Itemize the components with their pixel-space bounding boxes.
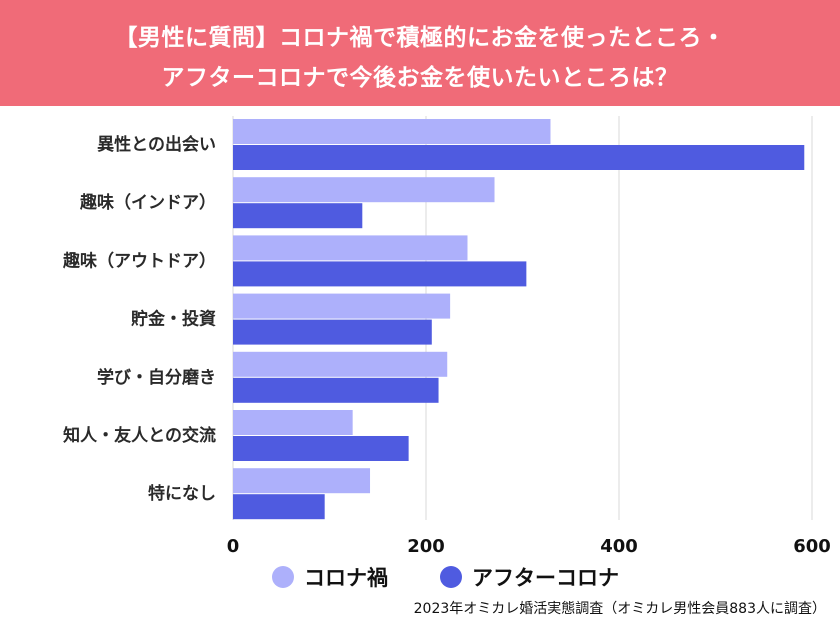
category-label: 特になし — [148, 483, 216, 504]
bar-during-1 — [233, 177, 495, 203]
source-note: 2023年オミカレ婚活実態調査（オミカレ男性会員883人に調査） — [413, 601, 826, 617]
x-tick-layer: 0 200 400 600 — [227, 536, 831, 557]
legend-item-after: アフターコロナ — [440, 562, 619, 592]
legend-swatch-after — [440, 566, 462, 588]
bar-after-2 — [233, 261, 527, 287]
bar-during-6 — [233, 468, 371, 494]
bar-during-4 — [233, 351, 448, 377]
x-tick-label: 600 — [793, 536, 831, 557]
bar-during-0 — [233, 119, 551, 144]
bar-after-3 — [233, 319, 432, 345]
legend-item-during: コロナ禍 — [272, 562, 388, 592]
title-banner: 【男性に質問】コロナ禍で積極的にお金を使ったところ・ アフターコロナで今後お金を… — [0, 0, 840, 106]
bar-after-1 — [233, 203, 363, 229]
bar-during-2 — [233, 235, 468, 261]
bar-during-3 — [233, 293, 451, 319]
x-tick-label: 0 — [227, 536, 240, 557]
bar-after-0 — [233, 145, 805, 170]
legend-label-after: アフターコロナ — [472, 566, 619, 590]
chart-title-line-1: 【男性に質問】コロナ禍で積極的にお金を使ったところ・ — [114, 25, 726, 51]
category-label: 知人・友人との交流 — [62, 425, 216, 446]
legend-label-during: コロナ禍 — [304, 566, 388, 590]
bar-after-6 — [233, 494, 325, 520]
bar-after-4 — [233, 377, 439, 403]
bar-during-5 — [233, 410, 353, 435]
category-label: 貯金・投資 — [131, 309, 216, 330]
bar-after-5 — [233, 436, 409, 461]
legend: コロナ禍 アフターコロナ — [0, 562, 840, 592]
category-label: 趣味（アウトドア） — [62, 250, 216, 271]
category-label: 学び・自分磨き — [97, 367, 216, 388]
legend-swatch-during — [272, 566, 294, 588]
x-tick-label: 200 — [407, 536, 445, 557]
x-tick-label: 400 — [600, 536, 638, 557]
category-label: 趣味（インドア） — [79, 192, 216, 213]
chart-title-line-2: アフターコロナで今後お金を使いたいところは？ — [161, 65, 679, 91]
category-label: 異性との出会い — [97, 134, 216, 155]
bar-layer — [233, 119, 805, 520]
